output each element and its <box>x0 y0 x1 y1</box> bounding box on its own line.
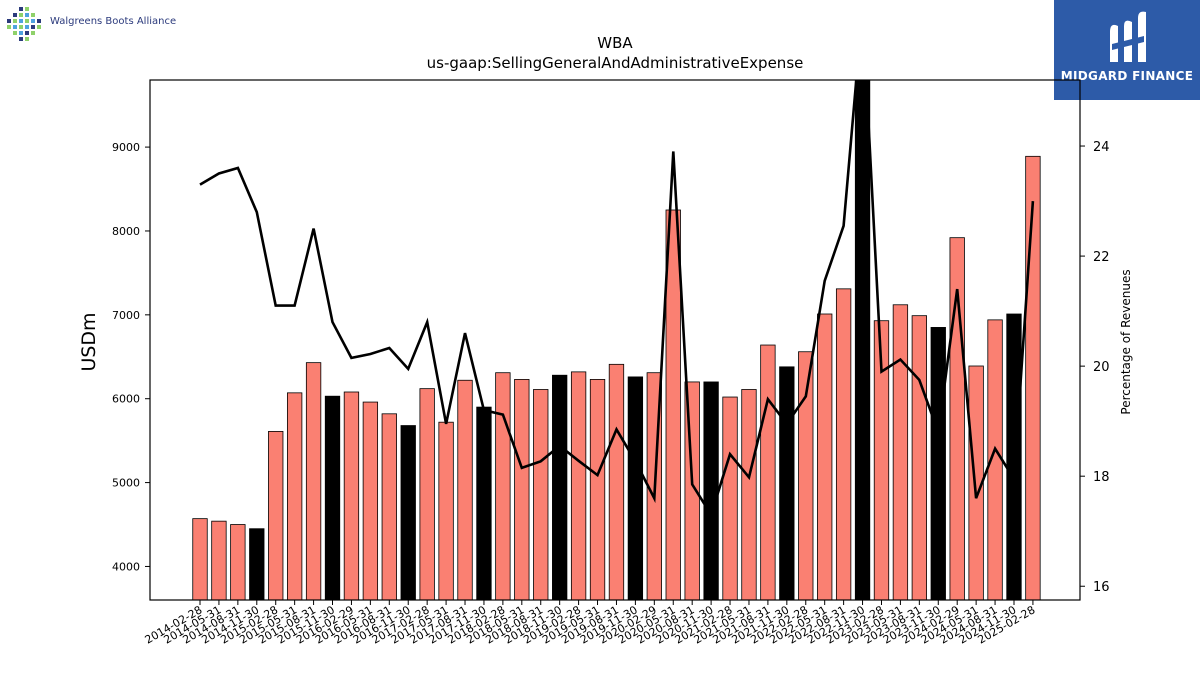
bar <box>495 372 511 601</box>
y-tick-label: 4000 <box>112 560 140 573</box>
bar <box>305 362 322 601</box>
bar <box>741 389 757 601</box>
bar <box>286 392 303 601</box>
bar <box>419 388 435 601</box>
logo-dot <box>19 19 23 23</box>
bar <box>362 401 379 601</box>
bar <box>192 518 208 601</box>
bar <box>779 366 795 601</box>
bar <box>268 431 284 601</box>
bar <box>457 379 473 601</box>
bar <box>627 376 644 601</box>
bar <box>533 389 549 601</box>
y-tick-label: 7000 <box>112 309 140 322</box>
logo-dot <box>31 31 35 35</box>
bar <box>514 379 530 601</box>
y-tick-label: 9000 <box>112 141 140 154</box>
bar <box>760 344 776 601</box>
y-tick-label: 8000 <box>112 225 140 238</box>
bar <box>1025 155 1041 601</box>
logo-dot <box>13 25 17 29</box>
right-logo-text: MIDGARD FINANCE <box>1060 69 1194 83</box>
bar <box>438 421 454 601</box>
logo-dot <box>19 25 23 29</box>
bar <box>570 371 587 601</box>
y-tick-label: 6000 <box>112 393 140 406</box>
y2-tick-label: 22 <box>1093 250 1110 265</box>
bar <box>211 520 227 601</box>
logo-dot <box>25 25 29 29</box>
logo-dot <box>25 13 29 17</box>
chart-subtitle: us-gaap:SellingGeneralAndAdministrativeE… <box>427 54 804 72</box>
plot-frame <box>149 79 1081 601</box>
bar <box>817 313 833 601</box>
logo-dot <box>37 19 41 23</box>
bar <box>343 391 360 601</box>
bar <box>835 288 852 601</box>
bar <box>1006 313 1022 601</box>
logo-dot <box>37 25 41 29</box>
bar <box>930 327 946 601</box>
y2-axis-label: Percentage of Revenues <box>1119 269 1133 414</box>
bar <box>589 379 606 601</box>
y2-tick-label: 20 <box>1093 360 1110 375</box>
walgreens-dots-icon <box>7 7 41 41</box>
walgreens-logo: Walgreens Boots Alliance <box>4 4 204 42</box>
y2-tick-label: 24 <box>1093 140 1110 155</box>
logo-dot <box>13 19 17 23</box>
logo-dot <box>31 13 35 17</box>
logo-dot <box>19 37 23 41</box>
midgard-mark-icon <box>1110 11 1146 63</box>
logo-dot <box>31 19 35 23</box>
bar <box>476 406 492 601</box>
bar <box>400 425 416 601</box>
y-axis-label: USDm <box>78 312 100 371</box>
bar <box>381 413 397 601</box>
bar <box>722 396 738 601</box>
chart-title: WBA <box>597 34 633 52</box>
left-logo-text: Walgreens Boots Alliance <box>50 16 177 27</box>
logo-dot <box>25 31 29 35</box>
logo-dot <box>25 19 29 23</box>
midgard-logo: MIDGARD FINANCE <box>1054 0 1200 100</box>
bar <box>324 395 341 601</box>
logo-dot <box>19 7 23 11</box>
y-tick-label: 5000 <box>112 477 140 490</box>
bar <box>608 363 625 601</box>
logo-dot <box>13 31 17 35</box>
bar <box>552 374 568 601</box>
logo-dot <box>7 19 11 23</box>
pct-revenue-line <box>199 80 1035 518</box>
bar <box>892 304 909 601</box>
logo-dot <box>31 25 35 29</box>
logo-dot <box>7 25 11 29</box>
logo-dot <box>25 37 29 41</box>
y2-tick-label: 18 <box>1093 470 1110 485</box>
bar <box>854 79 871 601</box>
logo-dot <box>13 13 17 17</box>
bar <box>230 524 246 601</box>
y2-tick-label: 16 <box>1093 580 1110 595</box>
bar <box>249 528 265 601</box>
logo-dot <box>19 13 23 17</box>
bar <box>703 381 719 601</box>
logo-dot <box>19 31 23 35</box>
logo-dot <box>25 7 29 11</box>
bar <box>911 315 927 601</box>
